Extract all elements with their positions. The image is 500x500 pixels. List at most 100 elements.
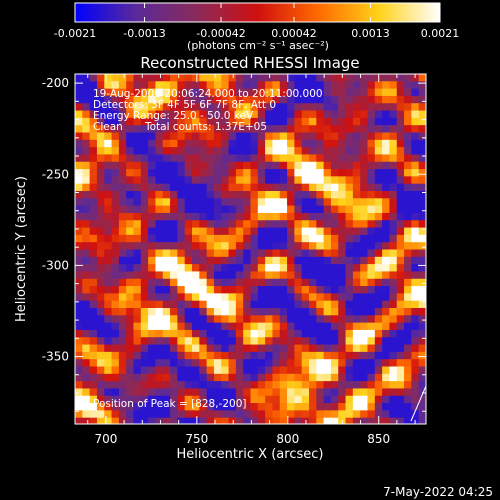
heatmap-cell [382, 271, 391, 280]
heatmap-cell [309, 169, 317, 177]
heatmap-cell [279, 147, 288, 156]
heatmap-cell [411, 337, 420, 346]
heatmap-cell [75, 81, 83, 90]
heatmap-cell [111, 154, 120, 163]
heatmap-cell [228, 329, 237, 338]
heatmap-cell [148, 103, 157, 112]
heatmap-cell [323, 103, 332, 112]
heatmap-cell [206, 191, 215, 199]
heatmap-cell [374, 242, 383, 251]
heatmap-cell [287, 359, 295, 368]
heatmap-cell [418, 329, 426, 338]
heatmap-cell [148, 395, 157, 404]
heatmap-cell [177, 395, 186, 404]
heatmap-cell [133, 154, 142, 163]
heatmap-cell [184, 395, 193, 404]
heatmap-cell [301, 322, 310, 331]
heatmap-cell [316, 308, 325, 316]
heatmap-cell [301, 278, 310, 287]
heatmap-cell [265, 191, 274, 199]
heatmap-cell [367, 81, 376, 90]
heatmap-cell [360, 198, 369, 207]
heatmap-cell [279, 256, 288, 265]
heatmap-cell [382, 388, 391, 397]
heatmap-cell [272, 366, 281, 375]
heatmap-cell [228, 249, 237, 258]
heatmap-cell [184, 256, 193, 265]
heatmap-cell [272, 249, 281, 258]
heatmap-cell [345, 293, 354, 302]
heatmap-cell [140, 344, 149, 353]
heatmap-cell [148, 154, 157, 163]
heatmap-cell [243, 220, 252, 229]
heatmap-cell [199, 395, 208, 404]
heatmap-cell [228, 322, 237, 331]
heatmap-cell [309, 234, 317, 243]
heatmap-cell [418, 88, 426, 97]
heatmap-cell [389, 242, 398, 251]
heatmap-cell [104, 373, 113, 382]
heatmap-cell [389, 395, 398, 404]
heatmap-cell [396, 132, 405, 141]
heatmap-cell [82, 337, 91, 346]
heatmap-cell [96, 242, 105, 251]
heatmap-cell [418, 388, 426, 397]
heatmap-cell [170, 74, 178, 82]
heatmap-cell [184, 176, 193, 185]
heatmap-cell [213, 198, 222, 207]
heatmap-cell [418, 366, 426, 375]
heatmap-cell [111, 110, 120, 119]
heatmap-cell [396, 161, 405, 170]
heatmap-cell [82, 103, 91, 112]
heatmap-cell [360, 227, 369, 236]
heatmap-cell [140, 234, 149, 243]
heatmap-cell [82, 81, 91, 90]
heatmap-cell [411, 300, 420, 309]
heatmap-cell [316, 286, 325, 294]
heatmap-cell [126, 183, 135, 192]
heatmap-cell [192, 293, 200, 302]
heatmap-cell [213, 286, 222, 294]
heatmap-cell [352, 117, 361, 126]
heatmap-cell [301, 176, 310, 185]
heatmap-cell [82, 329, 91, 338]
heatmap-cell [367, 227, 376, 236]
heatmap-cell [104, 300, 113, 309]
heatmap-cell [338, 286, 347, 294]
heatmap-cell [389, 191, 398, 199]
heatmap-cell [126, 395, 135, 404]
heatmap-cell [133, 359, 142, 368]
heatmap-cell [155, 359, 164, 368]
heatmap-cell [177, 147, 186, 156]
heatmap-cell [367, 198, 376, 207]
heatmap-cell [118, 169, 127, 177]
heatmap-cell [287, 366, 295, 375]
heatmap-cell [96, 169, 105, 177]
heatmap-cell [279, 132, 288, 141]
colorbar [74, 2, 441, 23]
heatmap-cell [199, 388, 208, 397]
heatmap-cell [294, 388, 303, 397]
heatmap-cell [235, 191, 244, 199]
heatmap-cell [243, 154, 252, 163]
heatmap-cell [367, 212, 376, 221]
heatmap-cell [221, 264, 230, 273]
heatmap-cell [118, 278, 127, 287]
heatmap-cell [352, 366, 361, 375]
heatmap-cell [352, 176, 361, 185]
heatmap-cell [235, 256, 244, 265]
heatmap-cell [360, 278, 369, 287]
heatmap-cell [111, 264, 120, 273]
heatmap-cell [235, 293, 244, 302]
heatmap-cell [126, 212, 135, 221]
heatmap-cell [96, 110, 105, 119]
heatmap-cell [170, 417, 178, 424]
heatmap-cell [170, 147, 178, 156]
heatmap-cell [228, 242, 237, 251]
heatmap-cell [126, 344, 135, 353]
heatmap-cell [338, 212, 347, 221]
heatmap-cell [345, 132, 354, 141]
heatmap-cell [367, 388, 376, 397]
heatmap-cell [287, 249, 295, 258]
heatmap-cell [323, 227, 332, 236]
